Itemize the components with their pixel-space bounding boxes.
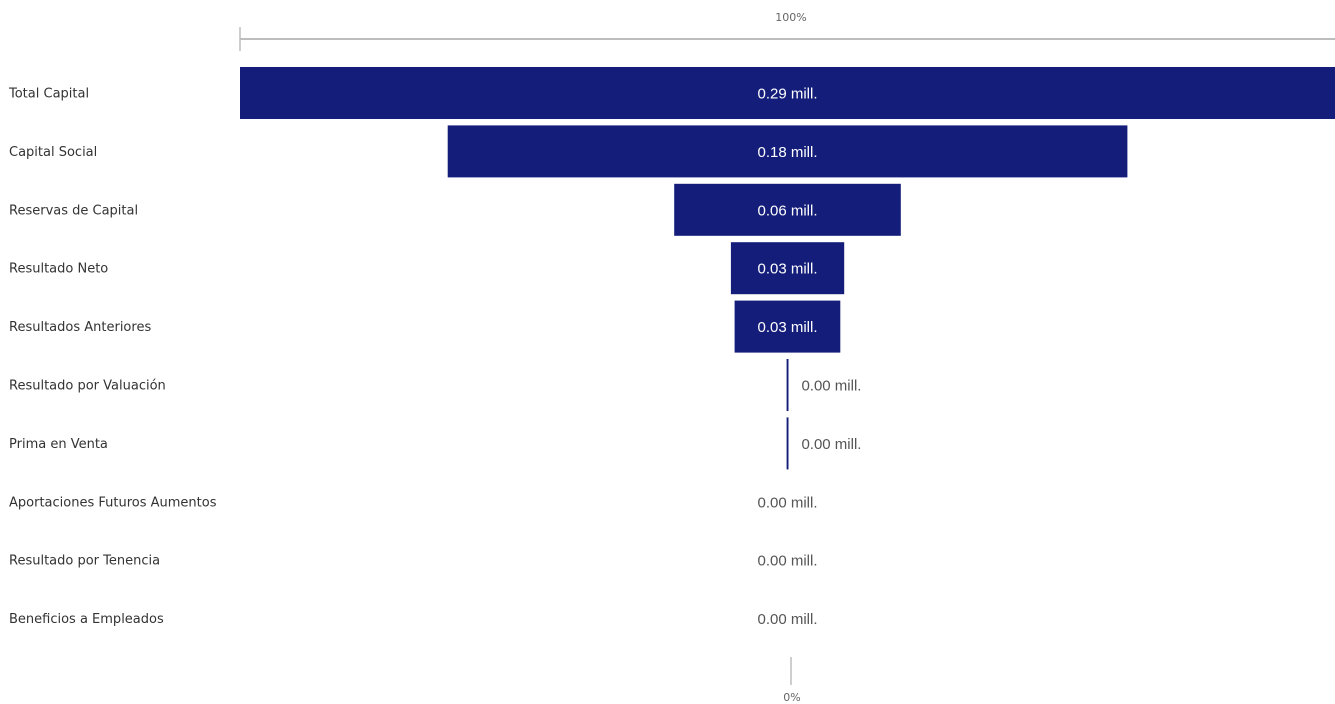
- bottom-percent-label: 0%: [783, 691, 800, 704]
- funnel-bar[interactable]: [734, 300, 841, 353]
- data-label: 0.18 mill.: [757, 144, 817, 161]
- data-label: 0.29 mill.: [757, 86, 817, 103]
- top-percent-axis: 100%: [239, 11, 1335, 51]
- category-label: Resultado Neto: [9, 262, 108, 277]
- category-label: Reservas de Capital: [9, 203, 138, 218]
- category-label: Beneficios a Empleados: [9, 612, 164, 627]
- data-label: 0.00 mill.: [801, 378, 861, 395]
- funnel-bar[interactable]: [240, 67, 1335, 119]
- data-label: 0.03 mill.: [757, 261, 817, 278]
- category-label: Capital Social: [9, 145, 97, 160]
- funnel-bar[interactable]: [447, 125, 1128, 178]
- funnel-rows: Total Capital 0.29 mill. Capital Social 0.1…: [8, 67, 1335, 628]
- data-label: 0.06 mill.: [757, 202, 817, 219]
- category-label: Total Capital: [8, 87, 89, 102]
- data-label: 0.00 mill.: [757, 553, 817, 570]
- bottom-percent-axis: 0%: [783, 657, 801, 704]
- top-percent-label: 100%: [775, 11, 806, 24]
- funnel-bar[interactable]: [730, 242, 845, 295]
- category-label: Prima en Venta: [9, 437, 108, 452]
- category-label: Resultados Anteriores: [9, 320, 151, 335]
- category-label: Resultado por Valuación: [9, 379, 166, 394]
- category-label: Aportaciones Futuros Aumentos: [9, 495, 217, 510]
- data-label: 0.00 mill.: [757, 494, 817, 511]
- data-label: 0.00 mill.: [801, 436, 861, 453]
- funnel-bar[interactable]: [674, 183, 901, 236]
- data-label: 0.00 mill.: [757, 611, 817, 628]
- data-label: 0.03 mill.: [757, 319, 817, 336]
- category-label: Resultado por Tenencia: [9, 554, 160, 569]
- funnel-bar[interactable]: [786, 359, 789, 411]
- funnel-bar[interactable]: [786, 417, 789, 470]
